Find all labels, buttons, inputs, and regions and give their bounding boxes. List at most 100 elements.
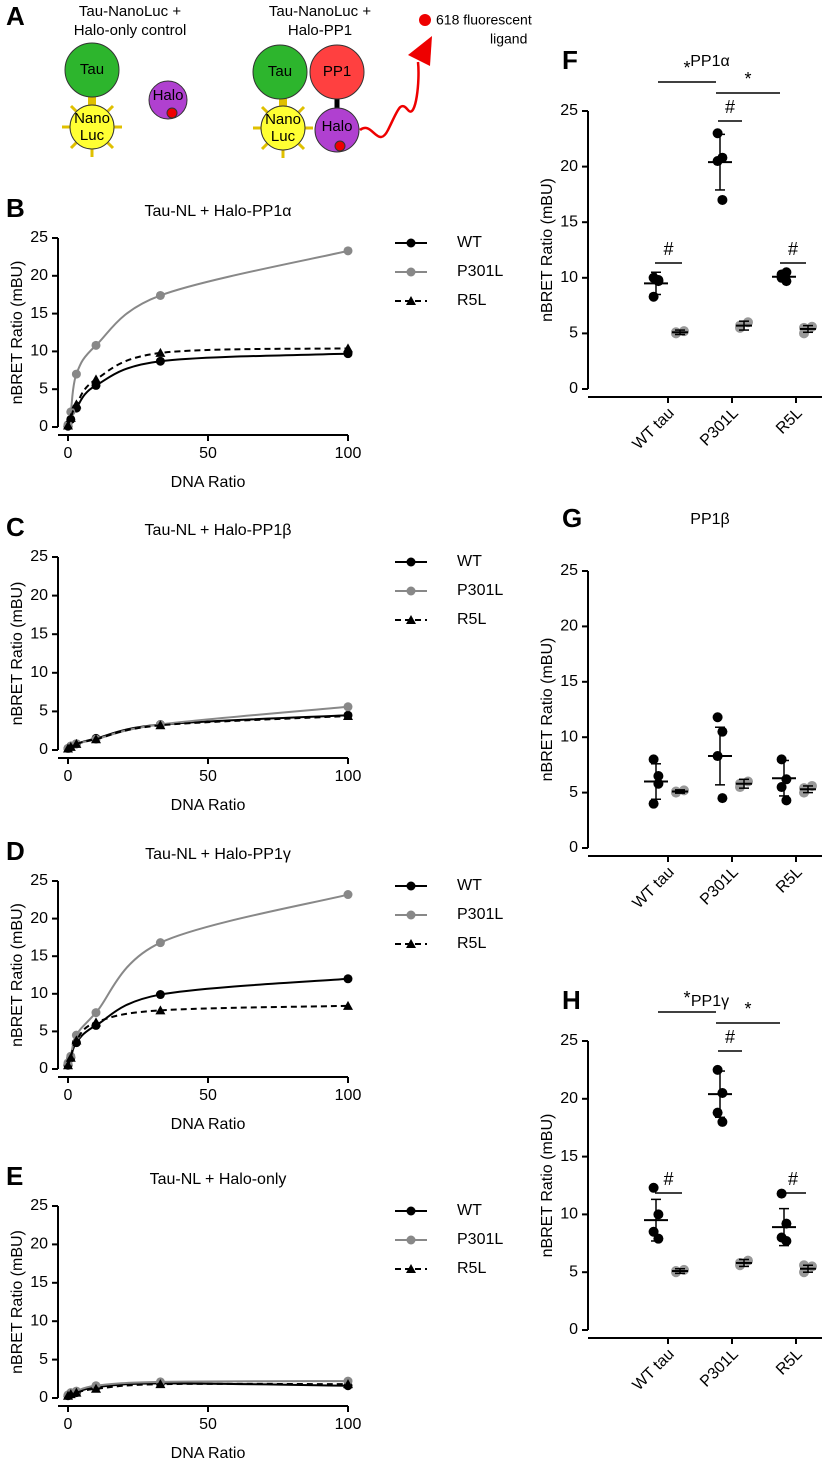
point [343,1379,353,1389]
point [155,938,165,948]
point [717,793,728,804]
y-tick-label: 15 [30,1274,48,1291]
y-tick-label: 15 [30,947,48,964]
point [63,420,73,430]
point [155,1005,166,1015]
point [65,1052,76,1062]
x-tick-label: R5L [773,864,806,897]
x-axis-label: DNA Ratio [171,1116,246,1133]
panel-label: D [6,836,25,866]
point [679,1264,689,1275]
point [63,1060,73,1070]
legend-marker [406,586,416,596]
point [717,1116,728,1127]
annotation: * [744,69,751,89]
y-axis-label: nBRET Ratio (mBU) [9,582,26,726]
point [91,734,101,744]
chart-title: PP1β [690,511,729,528]
legend-label: P301L [457,1231,503,1248]
point [155,347,166,357]
legend-marker [406,267,416,277]
point [91,340,101,350]
tau-node [64,42,120,98]
point [343,246,353,256]
chart-title: Tau-NL + Halo-PP1β [145,522,292,539]
legend-label: R5L [457,611,486,628]
point [71,1387,82,1397]
annotation: # [788,1169,798,1189]
point [155,356,165,366]
linker [279,97,287,109]
legend-label: R5L [457,935,486,952]
node-label: Halo [322,118,353,135]
point [343,890,353,900]
y-tick-label: 0 [39,418,48,435]
annotation: # [663,1169,673,1189]
legend-marker [406,1206,416,1216]
chart-title: Tau-NL + Halo-only [150,1171,287,1188]
point [648,1182,659,1193]
x-tick-label: 0 [64,768,73,785]
point [343,343,353,353]
y-tick-label: 0 [39,1389,48,1406]
x-tick-label: R5L [773,1346,806,1379]
point [653,1233,664,1244]
point [648,798,659,809]
diagram-title: Tau-NanoLuc + [79,3,181,20]
point [781,1235,792,1246]
legend-label: WT [457,1202,482,1219]
legend-marker [406,238,416,248]
y-tick-label: 10 [560,728,578,745]
y-tick-label: 25 [30,229,48,246]
legend-label: R5L [457,1260,486,1277]
chart-title: PP1γ [691,993,729,1010]
legend-marker [406,1235,416,1245]
x-tick-label: P301L [697,405,742,450]
y-axis-label: nBRET Ratio (mBU) [9,261,26,405]
y-tick-label: 20 [560,158,578,175]
legend-label: WT [457,553,482,570]
y-tick-label: 20 [560,1090,578,1107]
x-tick-label: 100 [335,1416,362,1433]
legend-marker [406,881,416,891]
legend-marker [406,939,416,948]
x-tick-label: WT tau [630,864,678,912]
chart-title: Tau-NL + Halo-PP1γ [145,846,291,863]
x-tick-label: 100 [335,1087,362,1104]
x-axis-label: DNA Ratio [171,1445,246,1462]
legend-marker [406,296,416,305]
y-tick-label: 10 [560,1206,578,1223]
halo-node [314,107,360,153]
pp1-node [309,44,365,100]
x-axis-label: DNA Ratio [171,474,246,491]
legend-label: R5L [457,292,486,309]
y-tick-label: 5 [569,1263,578,1280]
annotation: * [683,988,690,1008]
point [653,276,664,287]
point [91,1008,101,1018]
fit-line [67,352,349,427]
point [91,1383,101,1393]
panel-label: C [6,512,25,542]
x-tick-label: P301L [697,1346,742,1391]
point [65,412,76,422]
chart-title: Tau-NL + Halo-PP1α [145,203,292,220]
fit-line [67,705,349,750]
point [679,326,689,337]
y-tick-label: 0 [569,839,578,856]
point [717,1088,728,1099]
point [91,374,101,384]
y-tick-label: 10 [30,1312,48,1329]
x-tick-label: 50 [199,1087,217,1104]
point [343,711,353,721]
y-tick-label: 15 [560,1148,578,1165]
annotation: * [683,58,690,78]
x-tick-label: 50 [199,768,217,785]
point [91,1017,101,1027]
y-tick-label: 25 [30,548,48,565]
legend-marker [406,1264,416,1273]
annotation: # [663,239,673,259]
x-tick-label: WT tau [630,1346,678,1394]
point [712,1107,723,1118]
node-label: PP1 [323,63,351,80]
